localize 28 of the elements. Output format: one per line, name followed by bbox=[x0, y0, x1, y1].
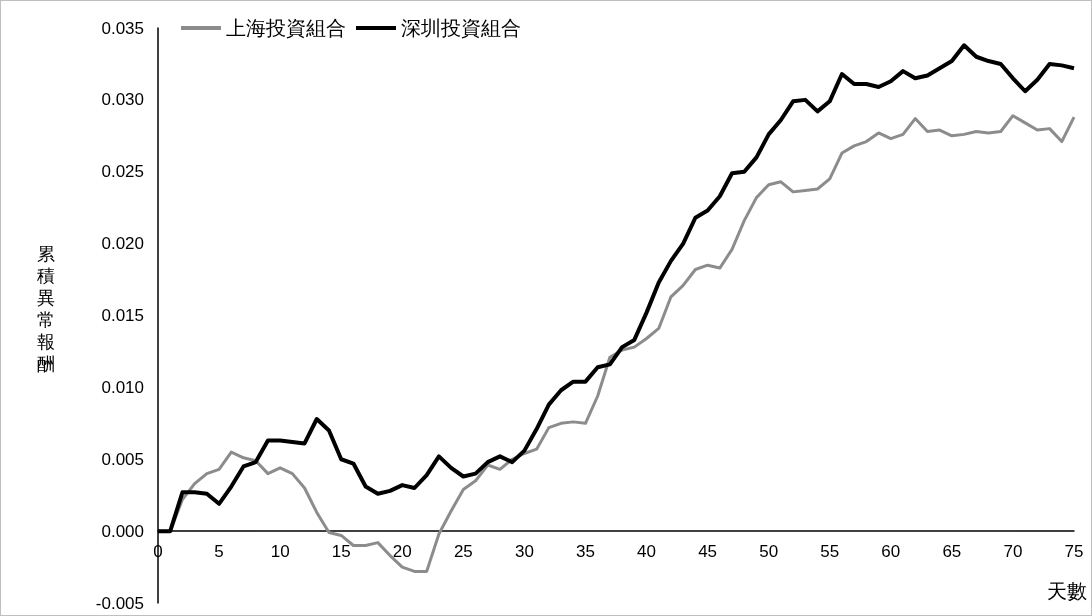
x-tick-label: 15 bbox=[331, 541, 351, 561]
x-tick-label: 40 bbox=[637, 541, 656, 561]
x-tick-label: 45 bbox=[698, 541, 718, 561]
y-tick-label: 0.015 bbox=[101, 306, 144, 325]
y-tick-label: 0.000 bbox=[101, 521, 144, 541]
y-tick-label: 0.010 bbox=[101, 377, 144, 397]
y-tick-label: 0.005 bbox=[101, 449, 144, 469]
x-tick-label: 65 bbox=[942, 541, 962, 561]
x-tick-label: 35 bbox=[576, 541, 595, 561]
x-tick-label: 25 bbox=[453, 541, 473, 561]
x-tick-label: 55 bbox=[820, 541, 840, 561]
x-tick-label: 10 bbox=[270, 541, 290, 561]
y-tick-label: -0.005 bbox=[95, 593, 144, 613]
y-axis-title: 累積異常報酬 bbox=[37, 242, 55, 374]
y-tick-label: 0.030 bbox=[101, 90, 144, 110]
x-tick-label: 30 bbox=[514, 541, 534, 561]
legend-label: 上海投資組合 bbox=[226, 17, 346, 39]
x-axis-title: 天數 bbox=[1047, 579, 1087, 603]
x-tick-label: 75 bbox=[1064, 541, 1084, 561]
y-tick-label: 0.020 bbox=[101, 234, 144, 254]
x-tick-label: 60 bbox=[881, 541, 901, 561]
x-tick-label: 5 bbox=[214, 541, 224, 561]
x-tick-label: 20 bbox=[392, 541, 412, 561]
y-tick-label: 0.025 bbox=[101, 162, 144, 182]
legend-label: 深圳投資組合 bbox=[401, 17, 521, 39]
x-tick-label: 70 bbox=[1003, 541, 1023, 561]
y-tick-label: 0.035 bbox=[101, 18, 144, 38]
x-tick-label: 50 bbox=[759, 541, 779, 561]
